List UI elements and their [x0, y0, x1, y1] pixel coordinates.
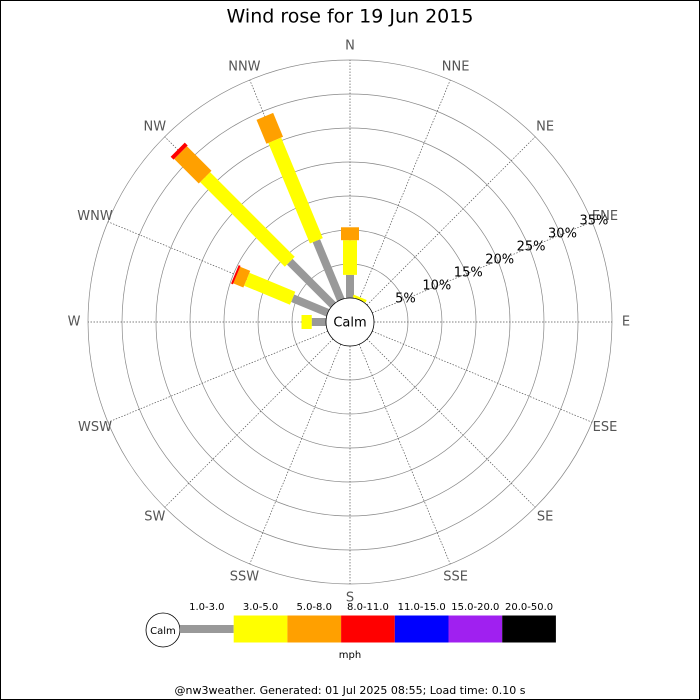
ring-label: 15% — [454, 266, 483, 281]
bar-segment — [233, 266, 251, 288]
legend-swatch — [502, 615, 556, 643]
bar-segment — [200, 172, 295, 267]
bar-segment — [231, 265, 241, 285]
legend-label: 1.0-3.0 — [189, 602, 224, 613]
direction-label: WSW — [78, 420, 112, 435]
direction-label: NNE — [442, 60, 470, 75]
legend-swatch — [394, 615, 449, 643]
legend-label: 11.0-15.0 — [398, 602, 446, 613]
spoke — [366, 338, 536, 508]
legend-swatch — [287, 615, 342, 643]
ring-label: 30% — [548, 226, 577, 241]
legend-calm-label: Calm — [150, 626, 176, 637]
bar-segment — [170, 142, 188, 160]
legend-label: 5.0-8.0 — [297, 602, 332, 613]
direction-label: N — [345, 39, 355, 54]
legend-swatch — [180, 625, 234, 633]
bar-segment — [312, 239, 345, 302]
ring-label: 5% — [395, 292, 416, 307]
bar-segment — [268, 137, 323, 244]
legend-label: 3.0-5.0 — [243, 602, 278, 613]
legend-swatch — [448, 615, 503, 643]
bar-segment — [291, 294, 330, 317]
direction-label: ENE — [592, 209, 618, 224]
legend-unit: mph — [339, 650, 361, 661]
spoke — [107, 330, 328, 423]
spoke — [366, 136, 536, 306]
legend: Calm 1.0-3.0 3.0-5.0 5.0-8.0 8.0-11.0 11.0-15… — [145, 602, 556, 661]
ring-label: 20% — [485, 253, 514, 268]
legend-swatch — [233, 615, 288, 643]
spoke — [358, 344, 451, 565]
direction-label: NNW — [228, 60, 260, 75]
spoke — [372, 221, 593, 314]
legend-label: 8.0-11.0 — [347, 602, 389, 613]
bar-segment — [346, 274, 354, 298]
bar-segment — [256, 112, 284, 144]
chart-title: Wind rose for 19 Jun 2015 — [227, 6, 474, 28]
ring-label: 25% — [517, 239, 546, 254]
bar-segment — [301, 315, 312, 329]
spoke — [164, 338, 334, 508]
calm-circle — [325, 297, 375, 347]
legend-label: 15.0-20.0 — [451, 602, 499, 613]
legend-label: 20.0-50.0 — [505, 602, 553, 613]
direction-label: WNW — [77, 209, 113, 224]
bar-segment — [341, 227, 359, 241]
bar-segment — [174, 146, 212, 184]
rose: N NNE NE ENE E ESE SE SSE S SSW SW WSW W WNW NW NNW Calm… — [68, 39, 631, 606]
direction-label: S — [346, 591, 354, 606]
direction-label: ESE — [593, 420, 618, 435]
direction-label: NE — [536, 119, 554, 134]
ring-label: 35% — [579, 213, 608, 228]
calm-label: Calm — [333, 316, 366, 331]
bar-segment — [343, 240, 357, 275]
legend-swatch — [341, 615, 395, 643]
direction-label: SSW — [230, 569, 260, 584]
spoke — [249, 344, 342, 565]
ring-line — [155, 127, 545, 517]
direction-label: E — [622, 315, 630, 330]
bar-segment — [286, 258, 336, 308]
spoke — [358, 79, 451, 300]
direction-label: W — [68, 315, 81, 330]
spoke — [372, 330, 593, 423]
direction-label: NW — [144, 119, 167, 134]
direction-label: SW — [144, 510, 165, 525]
direction-label: SSE — [443, 569, 468, 584]
ring-label: 10% — [422, 279, 451, 294]
bar-segment — [311, 318, 327, 326]
footer: @nw3weather. Generated: 01 Jul 2025 08:5… — [175, 684, 526, 697]
direction-label: SE — [537, 510, 553, 525]
bar-segment — [352, 294, 367, 303]
bar-segment — [244, 272, 296, 305]
